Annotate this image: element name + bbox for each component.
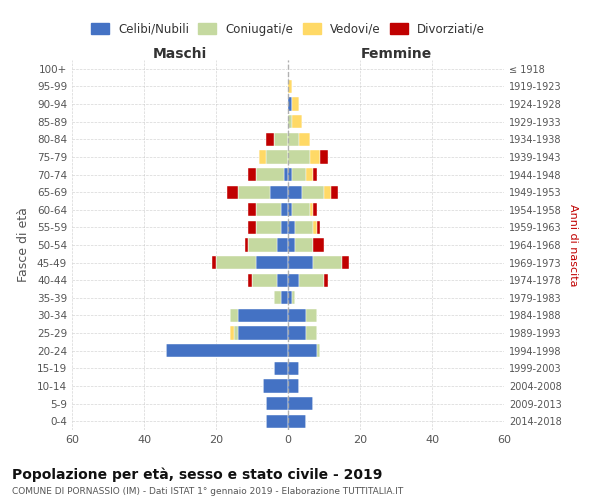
Y-axis label: Fasce di età: Fasce di età — [17, 208, 30, 282]
Bar — [216, 256, 256, 269]
Bar — [295, 221, 313, 234]
Bar — [288, 132, 299, 146]
Bar — [252, 274, 277, 287]
Bar — [288, 98, 292, 110]
Bar — [281, 291, 288, 304]
Bar — [274, 362, 288, 375]
Bar — [320, 150, 328, 164]
Bar — [238, 309, 288, 322]
Bar — [292, 115, 302, 128]
Bar — [274, 291, 281, 304]
Y-axis label: Anni di nascita: Anni di nascita — [568, 204, 578, 286]
Bar — [292, 291, 295, 304]
Bar — [212, 256, 216, 269]
Bar — [331, 186, 338, 198]
Bar — [317, 221, 320, 234]
Bar — [266, 397, 288, 410]
Bar — [288, 168, 292, 181]
Bar — [292, 168, 306, 181]
Bar — [256, 168, 284, 181]
Text: Popolazione per età, sesso e stato civile - 2019: Popolazione per età, sesso e stato civil… — [12, 468, 382, 482]
Bar — [288, 150, 310, 164]
Bar — [230, 326, 234, 340]
Bar — [266, 414, 288, 428]
Bar — [310, 150, 320, 164]
Bar — [342, 256, 349, 269]
Bar — [288, 186, 302, 198]
Bar — [288, 115, 292, 128]
Bar — [313, 203, 317, 216]
Bar — [281, 221, 288, 234]
Bar — [248, 168, 256, 181]
Bar — [313, 238, 324, 252]
Bar — [238, 186, 270, 198]
Bar — [270, 186, 288, 198]
Bar — [306, 309, 317, 322]
Bar — [259, 150, 266, 164]
Bar — [288, 397, 313, 410]
Bar — [302, 186, 324, 198]
Bar — [166, 344, 288, 358]
Bar — [256, 203, 281, 216]
Bar — [266, 132, 274, 146]
Bar — [288, 362, 299, 375]
Bar — [295, 238, 313, 252]
Bar — [277, 238, 288, 252]
Bar — [277, 274, 288, 287]
Bar — [299, 274, 324, 287]
Bar — [313, 256, 342, 269]
Bar — [306, 326, 317, 340]
Bar — [238, 326, 288, 340]
Bar — [288, 274, 299, 287]
Bar — [281, 203, 288, 216]
Bar — [284, 168, 288, 181]
Text: Femmine: Femmine — [361, 47, 431, 61]
Bar — [248, 274, 252, 287]
Bar — [288, 203, 292, 216]
Bar — [248, 238, 277, 252]
Bar — [227, 186, 238, 198]
Bar — [256, 221, 281, 234]
Text: Maschi: Maschi — [153, 47, 207, 61]
Text: COMUNE DI PORNASSIO (IM) - Dati ISTAT 1° gennaio 2019 - Elaborazione TUTTITALIA.: COMUNE DI PORNASSIO (IM) - Dati ISTAT 1°… — [12, 488, 403, 496]
Bar — [288, 309, 306, 322]
Bar — [288, 221, 295, 234]
Bar — [288, 256, 313, 269]
Bar — [306, 168, 313, 181]
Bar — [288, 291, 292, 304]
Bar — [299, 132, 310, 146]
Legend: Celibi/Nubili, Coniugati/e, Vedovi/e, Divorziati/e: Celibi/Nubili, Coniugati/e, Vedovi/e, Di… — [86, 18, 490, 40]
Bar — [288, 344, 317, 358]
Bar — [248, 221, 256, 234]
Bar — [263, 380, 288, 392]
Bar — [288, 380, 299, 392]
Bar — [310, 203, 313, 216]
Bar — [313, 168, 317, 181]
Bar — [317, 344, 320, 358]
Bar — [292, 98, 299, 110]
Bar — [234, 326, 238, 340]
Bar — [288, 414, 306, 428]
Bar — [230, 309, 238, 322]
Bar — [324, 186, 331, 198]
Bar — [288, 238, 295, 252]
Bar — [245, 238, 248, 252]
Bar — [288, 326, 306, 340]
Bar — [248, 203, 256, 216]
Bar — [274, 132, 288, 146]
Bar — [288, 80, 292, 93]
Bar — [324, 274, 328, 287]
Bar — [266, 150, 288, 164]
Bar — [292, 203, 310, 216]
Bar — [313, 221, 317, 234]
Bar — [256, 256, 288, 269]
